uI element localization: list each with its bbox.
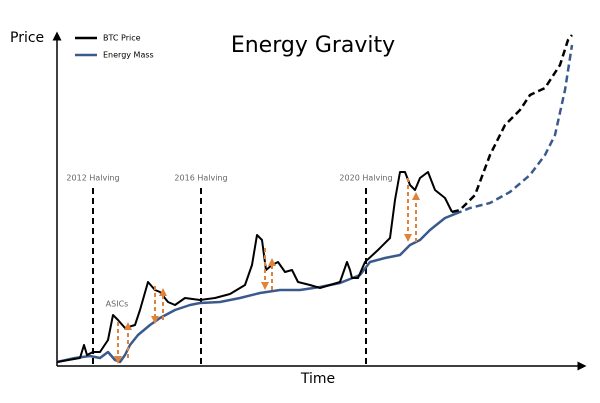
- gravity-arrows: [114, 178, 420, 364]
- halving-label: 2016 Halving: [174, 174, 227, 183]
- btc-price-projection: [451, 34, 573, 214]
- title: Energy Gravity: [231, 33, 395, 58]
- halving-label: 2012 Halving: [66, 174, 119, 183]
- energy-mass-projection: [454, 44, 574, 216]
- legend-label: Energy Mass: [103, 51, 154, 60]
- btc-price-line: [56, 171, 453, 363]
- legend-label: BTC Price: [103, 34, 141, 43]
- x-axis-label: Time: [300, 371, 335, 387]
- halving-label: 2020 Halving: [339, 174, 392, 183]
- y-axis-label: Price: [10, 30, 44, 46]
- asics-label: ASICs: [106, 300, 129, 309]
